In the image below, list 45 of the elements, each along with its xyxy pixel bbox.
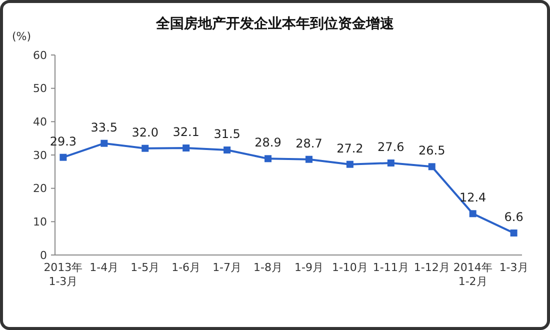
point: [60, 154, 67, 161]
text: 26.5: [418, 144, 446, 158]
x-tick-label: 1-4月: [90, 261, 119, 274]
y-tick-label: 20: [33, 182, 47, 196]
point: [264, 155, 272, 162]
y-tick-label: 50: [33, 82, 47, 96]
point: [346, 160, 354, 168]
point: [100, 140, 108, 147]
point: [182, 144, 190, 152]
text: 27.6: [378, 140, 404, 154]
text: 32.0: [132, 125, 158, 140]
x-tick-label: 1-8月: [254, 261, 282, 274]
chart-title: 全国房地产开发企业本年到位资金增速: [155, 15, 395, 32]
y-tick-label: 0: [40, 248, 47, 262]
x-tick-label: 1-10月: [332, 261, 368, 274]
x-tick-label: 2013年 1-3月: [44, 261, 83, 288]
x-tick-label: 1-5月: [130, 261, 160, 274]
x-tick-label: 1-3月: [499, 261, 528, 274]
x-tick-label: 2014年 1-2月: [453, 261, 492, 288]
x-tick-label: 1-7月: [212, 261, 242, 274]
point: [428, 163, 436, 170]
text: 33.5: [90, 120, 118, 134]
y-tick-label: 30: [33, 148, 47, 162]
x-tick-label: 1-12月: [414, 261, 450, 274]
y-tick-label: 10: [33, 216, 47, 229]
x-tick-label: 1-6月: [172, 261, 201, 274]
point: [224, 146, 231, 154]
text: 27.2: [336, 141, 364, 156]
text: 31.5: [214, 127, 240, 141]
point: [387, 160, 394, 166]
text: 28.9: [254, 136, 282, 150]
text: 29.3: [50, 134, 77, 148]
text: 6.6: [504, 210, 524, 224]
point: [510, 230, 518, 236]
y-tick-label: 60: [33, 48, 47, 62]
point: [469, 210, 476, 218]
x-tick-label: 1-11月: [372, 261, 409, 274]
text: 32.1: [172, 125, 200, 139]
x-tick-label: 1-9月: [294, 261, 324, 274]
point: [305, 156, 312, 163]
y-axis-title: (%): [12, 30, 32, 43]
text: 28.7: [296, 136, 322, 150]
y-tick-label: 40: [33, 116, 47, 129]
text: 12.4: [459, 190, 486, 205]
point: [142, 144, 149, 152]
